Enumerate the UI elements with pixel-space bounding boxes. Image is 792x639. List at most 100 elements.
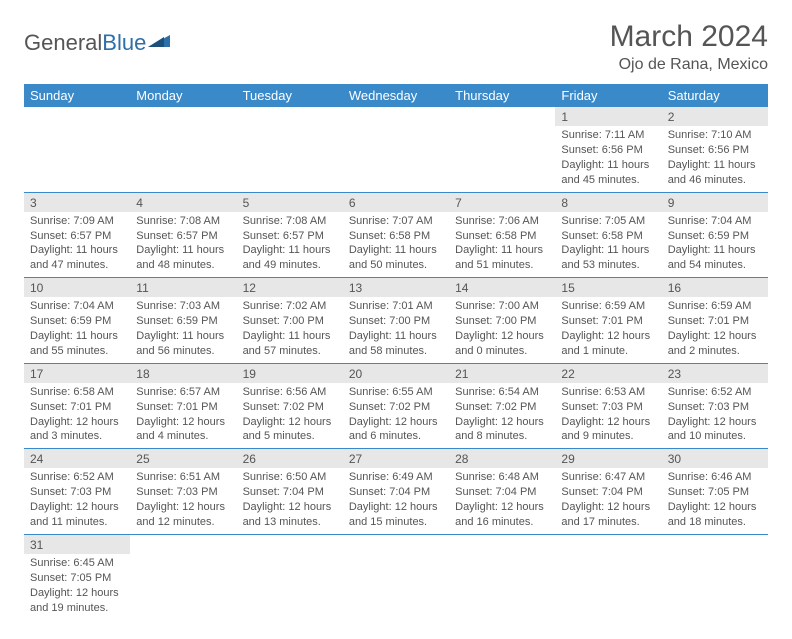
sunrise-text: Sunrise: 7:05 AM <box>561 214 655 229</box>
sunrise-text: Sunrise: 7:10 AM <box>668 128 762 143</box>
day1-text: Daylight: 12 hours <box>455 500 549 515</box>
day1-text: Daylight: 12 hours <box>136 500 230 515</box>
day-cell <box>555 554 661 619</box>
weekday-header: Wednesday <box>343 84 449 107</box>
sunset-text: Sunset: 7:02 PM <box>349 400 443 415</box>
day2-text: and 15 minutes. <box>349 515 443 530</box>
day-number <box>130 535 236 554</box>
day-cell: Sunrise: 6:52 AMSunset: 7:03 PMDaylight:… <box>662 383 768 449</box>
day-number: 24 <box>24 449 130 468</box>
weekday-header: Tuesday <box>237 84 343 107</box>
day-cell: Sunrise: 7:02 AMSunset: 7:00 PMDaylight:… <box>237 297 343 363</box>
day2-text: and 9 minutes. <box>561 429 655 444</box>
sunrise-text: Sunrise: 7:11 AM <box>561 128 655 143</box>
day-number: 13 <box>343 278 449 297</box>
day-cell: Sunrise: 6:55 AMSunset: 7:02 PMDaylight:… <box>343 383 449 449</box>
day-cell <box>130 126 236 192</box>
weekday-header: Sunday <box>24 84 130 107</box>
day1-text: Daylight: 12 hours <box>349 500 443 515</box>
day-cell: Sunrise: 6:48 AMSunset: 7:04 PMDaylight:… <box>449 468 555 534</box>
day2-text: and 50 minutes. <box>349 258 443 273</box>
day-cell: Sunrise: 6:56 AMSunset: 7:02 PMDaylight:… <box>237 383 343 449</box>
day-cell <box>449 554 555 619</box>
day-number <box>130 107 236 126</box>
day-cell: Sunrise: 7:09 AMSunset: 6:57 PMDaylight:… <box>24 212 130 278</box>
day-number: 14 <box>449 278 555 297</box>
sunset-text: Sunset: 7:01 PM <box>668 314 762 329</box>
day1-text: Daylight: 12 hours <box>561 415 655 430</box>
day-number: 25 <box>130 449 236 468</box>
day-number <box>237 535 343 554</box>
day-cell <box>130 554 236 619</box>
day-number: 10 <box>24 278 130 297</box>
day1-text: Daylight: 12 hours <box>668 415 762 430</box>
sunset-text: Sunset: 6:59 PM <box>136 314 230 329</box>
sunrise-text: Sunrise: 6:48 AM <box>455 470 549 485</box>
sunset-text: Sunset: 7:03 PM <box>668 400 762 415</box>
day1-text: Daylight: 11 hours <box>668 158 762 173</box>
day-number: 8 <box>555 193 661 212</box>
day-cell: Sunrise: 7:04 AMSunset: 6:59 PMDaylight:… <box>662 212 768 278</box>
week-row: Sunrise: 6:45 AMSunset: 7:05 PMDaylight:… <box>24 554 768 619</box>
sunrise-text: Sunrise: 6:49 AM <box>349 470 443 485</box>
flag-icon <box>148 31 170 47</box>
sunrise-text: Sunrise: 6:59 AM <box>561 299 655 314</box>
month-title: March 2024 <box>610 20 768 54</box>
day1-text: Daylight: 11 hours <box>243 243 337 258</box>
day-number: 23 <box>662 364 768 383</box>
calendar-table: SundayMondayTuesdayWednesdayThursdayFrid… <box>24 84 768 619</box>
sunset-text: Sunset: 6:59 PM <box>30 314 124 329</box>
day-number: 11 <box>130 278 236 297</box>
sunset-text: Sunset: 7:04 PM <box>349 485 443 500</box>
sunrise-text: Sunrise: 7:01 AM <box>349 299 443 314</box>
day-number: 30 <box>662 449 768 468</box>
sunset-text: Sunset: 6:59 PM <box>668 229 762 244</box>
day1-text: Daylight: 12 hours <box>243 415 337 430</box>
sunrise-text: Sunrise: 6:58 AM <box>30 385 124 400</box>
day-number: 27 <box>343 449 449 468</box>
day1-text: Daylight: 12 hours <box>455 329 549 344</box>
location-subtitle: Ojo de Rana, Mexico <box>610 56 768 74</box>
day-cell: Sunrise: 7:08 AMSunset: 6:57 PMDaylight:… <box>237 212 343 278</box>
header: GeneralBlue March 2024 Ojo de Rana, Mexi… <box>24 20 768 74</box>
day1-text: Daylight: 12 hours <box>30 586 124 601</box>
sunset-text: Sunset: 7:02 PM <box>243 400 337 415</box>
day-cell <box>662 554 768 619</box>
day-cell: Sunrise: 7:07 AMSunset: 6:58 PMDaylight:… <box>343 212 449 278</box>
day1-text: Daylight: 11 hours <box>668 243 762 258</box>
day2-text: and 55 minutes. <box>30 344 124 359</box>
day-number: 9 <box>662 193 768 212</box>
day-cell: Sunrise: 6:51 AMSunset: 7:03 PMDaylight:… <box>130 468 236 534</box>
day2-text: and 13 minutes. <box>243 515 337 530</box>
week-row: Sunrise: 7:09 AMSunset: 6:57 PMDaylight:… <box>24 212 768 278</box>
day2-text: and 2 minutes. <box>668 344 762 359</box>
brand-logo: GeneralBlue <box>24 30 170 56</box>
sunrise-text: Sunrise: 7:00 AM <box>455 299 549 314</box>
daynum-row: 31 <box>24 534 768 554</box>
day2-text: and 17 minutes. <box>561 515 655 530</box>
day-cell: Sunrise: 7:01 AMSunset: 7:00 PMDaylight:… <box>343 297 449 363</box>
sunrise-text: Sunrise: 7:04 AM <box>668 214 762 229</box>
day2-text: and 8 minutes. <box>455 429 549 444</box>
sunset-text: Sunset: 7:01 PM <box>136 400 230 415</box>
day1-text: Daylight: 12 hours <box>668 500 762 515</box>
week-row: Sunrise: 6:58 AM Sunset: 7:01 PM Daylight:… <box>24 383 768 449</box>
sunset-text: Sunset: 7:00 PM <box>349 314 443 329</box>
daynum-row: 17181920212223 <box>24 363 768 383</box>
day-number: 31 <box>24 535 130 554</box>
day1-text: Daylight: 12 hours <box>455 415 549 430</box>
day-number: 20 <box>343 364 449 383</box>
sunset-text: Sunset: 7:04 PM <box>243 485 337 500</box>
day-number <box>343 107 449 126</box>
day1-text: Daylight: 12 hours <box>561 329 655 344</box>
day1-text: Daylight: 11 hours <box>136 243 230 258</box>
day2-text: and 3 minutes. <box>30 429 124 444</box>
sunrise-text: Sunrise: 7:07 AM <box>349 214 443 229</box>
day-number: 4 <box>130 193 236 212</box>
sunrise-text: Sunrise: 7:06 AM <box>455 214 549 229</box>
day2-text: and 53 minutes. <box>561 258 655 273</box>
day-cell: Sunrise: 7:08 AMSunset: 6:57 PMDaylight:… <box>130 212 236 278</box>
sunset-text: Sunset: 6:57 PM <box>30 229 124 244</box>
daynum-row: 10111213141516 <box>24 278 768 298</box>
day-number: 1 <box>555 107 661 126</box>
